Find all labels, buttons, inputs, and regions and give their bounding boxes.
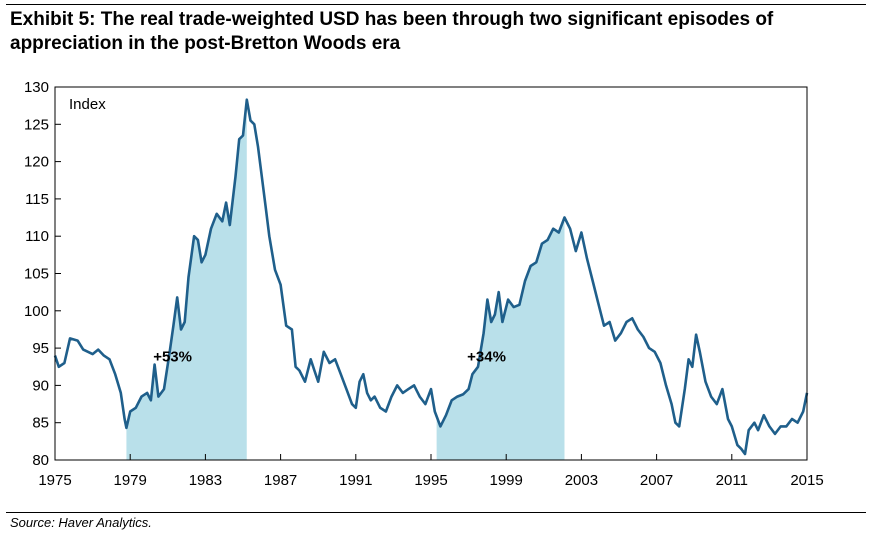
x-tick-label: 1991 [339, 472, 372, 489]
y-tick-label: 105 [24, 266, 49, 283]
y-tick-label: 110 [25, 228, 49, 245]
x-tick-label: 2011 [716, 472, 748, 489]
y-tick-label: 100 [24, 303, 49, 320]
chart-title: Exhibit 5: The real trade-weighted USD h… [10, 9, 774, 54]
y-tick-label: 90 [32, 377, 49, 394]
y-tick-label: 125 [24, 116, 49, 133]
y-tick-label: 85 [32, 415, 49, 432]
x-tick-label: 1979 [114, 472, 147, 489]
x-tick-label: 2015 [790, 472, 823, 489]
shaded-region-2 [436, 217, 565, 460]
y-tick-label: 120 [24, 154, 49, 171]
usd-index-line [53, 98, 809, 456]
source-note: Source: Haver Analytics. [10, 515, 152, 530]
y-tick-label: 130 [24, 79, 49, 96]
x-tick-label: 2003 [565, 472, 598, 489]
bottom-rule [6, 512, 866, 513]
annotation-1: +53% [153, 349, 192, 366]
y-tick-label: 95 [32, 340, 49, 357]
annotation-2: +34% [467, 349, 506, 366]
x-tick-label: 1975 [38, 472, 71, 489]
shaded-region-1 [126, 99, 247, 460]
y-axis-label: Index [69, 96, 106, 113]
line-chart: 80 85 90 95 100 105 110 115 120 125 130 1975 1979 198… [24, 79, 824, 489]
x-tick-label: 2007 [640, 472, 673, 489]
x-tick-label: 1999 [490, 472, 523, 489]
y-tick-label: 115 [25, 191, 49, 208]
y-tick-label: 80 [32, 452, 49, 469]
x-tick-label: 1995 [414, 472, 447, 489]
x-tick-label: 1987 [264, 472, 297, 489]
top-rule [6, 4, 866, 5]
x-tick-label: 1983 [189, 472, 222, 489]
